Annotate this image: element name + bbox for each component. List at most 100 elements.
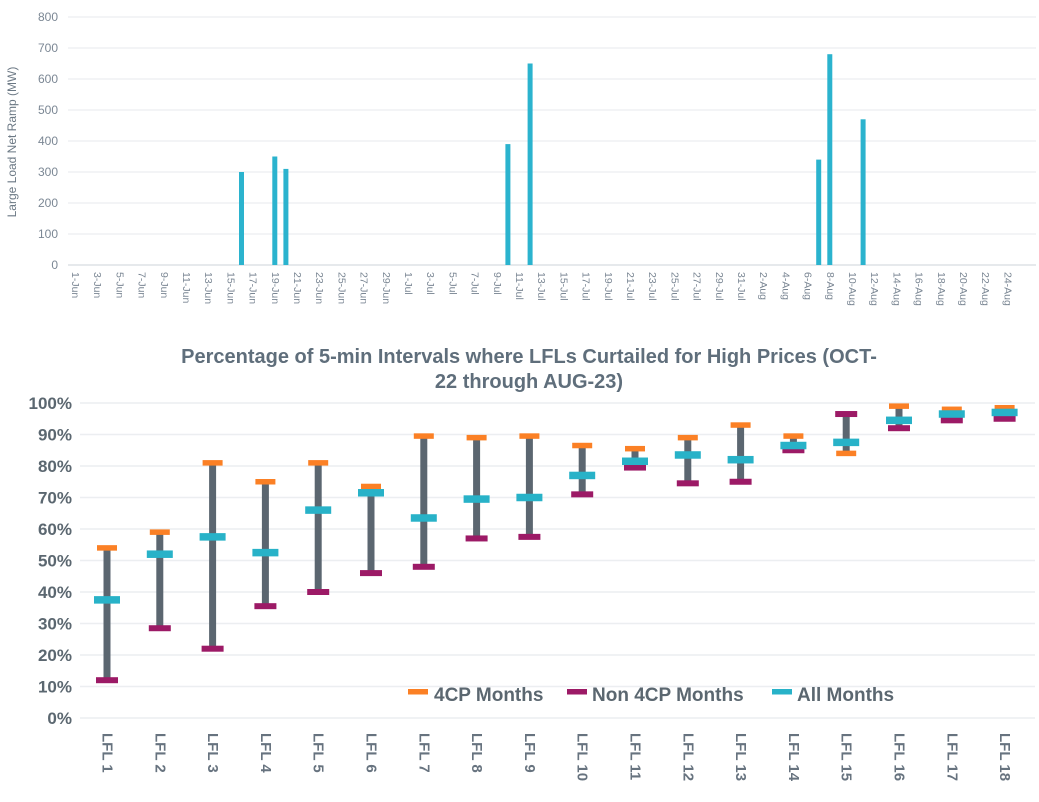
legend-swatch [567, 689, 587, 695]
y-tick-label: 500 [38, 103, 58, 117]
x-tick-label: 27-Jul [691, 272, 703, 301]
ramp-bar [816, 159, 822, 265]
x-tick-label: LFL 1 [99, 733, 116, 773]
marker-all-months [463, 495, 490, 503]
x-tick-label: 23-Jun [313, 272, 325, 304]
marker-4cp [889, 403, 909, 409]
x-tick-label: 25-Jul [668, 272, 680, 301]
y-tick-label: 90% [38, 426, 72, 445]
marker-non-4cp [729, 478, 752, 485]
x-tick-label: 31-Jul [735, 272, 747, 301]
x-tick-label: LFL 10 [574, 733, 591, 781]
legend-label: All Months [797, 685, 894, 706]
marker-all-months [199, 533, 226, 541]
marker-4cp [361, 483, 381, 490]
x-tick-label: LFL 14 [785, 733, 802, 782]
marker-all-months [938, 410, 965, 418]
marker-non-4cp [360, 570, 382, 577]
marker-all-months [674, 451, 701, 459]
y-tick-label: 100 [38, 227, 58, 241]
y-tick-label: 600 [38, 72, 58, 86]
marker-4cp [730, 422, 751, 428]
legend-swatch [408, 689, 428, 695]
x-tick-label: LFL 13 [732, 733, 749, 781]
y-tick-label: 30% [38, 615, 72, 634]
x-tick-label: 8-Aug [824, 272, 836, 300]
marker-all-months [252, 548, 279, 557]
x-tick-label: LFL 5 [310, 733, 327, 773]
x-tick-label: 4-Aug [779, 272, 791, 300]
marker-4cp [97, 545, 117, 551]
x-tick-label: LFL 18 [996, 733, 1013, 781]
x-tick-label: LFL 7 [415, 733, 432, 773]
x-tick-label: 7-Jun [136, 272, 148, 298]
marker-non-4cp [624, 464, 646, 471]
marker-4cp [572, 442, 593, 449]
x-tick-label: 27-Jun [358, 272, 370, 304]
marker-non-4cp [412, 563, 435, 570]
marker-all-months [94, 596, 120, 604]
y-tick-label: 50% [38, 552, 72, 571]
marker-non-4cp [518, 533, 541, 540]
marker-4cp [519, 433, 540, 439]
marker-all-months [410, 514, 437, 522]
x-tick-label: LFL 15 [838, 733, 855, 781]
x-tick-label: 23-Jul [646, 272, 658, 301]
x-tick-label: 13-Jul [535, 272, 547, 301]
x-tick-label: 29-Jun [380, 272, 392, 304]
x-tick-label: 11-Jul [513, 272, 525, 300]
x-tick-label: 5-Jun [113, 272, 125, 298]
x-tick-label: 17-Jul [580, 272, 592, 301]
marker-all-months [358, 489, 384, 497]
marker-4cp [466, 434, 487, 441]
x-tick-label: 9-Jul [491, 272, 503, 295]
marker-all-months [780, 441, 807, 450]
x-tick-label: 7-Jul [469, 272, 481, 295]
legend-swatch [772, 689, 792, 695]
chart-title: Percentage of 5-min Intervals where LFLs… [181, 346, 877, 393]
y-tick-label: 60% [38, 520, 72, 539]
x-tick-label: 21-Jun [291, 272, 303, 304]
y-tick-label: 800 [38, 10, 58, 24]
x-tick-label: 5-Jul [446, 272, 458, 295]
ramp-bar [860, 119, 866, 265]
x-tick-label: 25-Jun [335, 272, 347, 304]
x-tick-label: 10-Aug [846, 272, 858, 306]
x-tick-label: 1-Jun [69, 272, 81, 298]
ramp-bar [239, 172, 244, 265]
x-tick-label: 13-Jun [202, 272, 214, 304]
marker-4cp [413, 433, 434, 439]
y-tick-label: 300 [38, 165, 58, 179]
marker-non-4cp [940, 417, 963, 424]
y-tick-label: 400 [38, 134, 58, 148]
y-tick-label: 10% [38, 678, 72, 697]
x-tick-label: 3-Jul [424, 272, 436, 295]
x-tick-label: 9-Jun [158, 272, 170, 298]
marker-non-4cp [782, 447, 805, 454]
x-tick-label: 6-Aug [802, 272, 814, 300]
ramp-bar [283, 168, 289, 265]
x-tick-label: 19-Jun [269, 272, 281, 304]
y-tick-label: 0 [51, 258, 58, 272]
x-tick-label: LFL 11 [627, 733, 644, 780]
marker-non-4cp [465, 535, 488, 542]
marker-non-4cp [835, 411, 858, 418]
marker-all-months [622, 457, 648, 466]
y-tick-label: 700 [38, 41, 58, 55]
y-tick-label: 80% [38, 457, 72, 476]
marker-non-4cp [993, 415, 1016, 422]
x-tick-label: LFL 6 [363, 733, 380, 773]
ramp-bar [505, 144, 511, 265]
x-tick-label: LFL 12 [679, 733, 696, 781]
x-tick-label: 15-Jun [224, 272, 236, 304]
x-tick-label: 1-Jul [402, 272, 414, 295]
marker-non-4cp [307, 589, 330, 595]
ramp-bar [527, 63, 533, 265]
y-tick-label: 0% [47, 709, 72, 728]
marker-all-months [991, 408, 1018, 417]
x-tick-label: 12-Aug [868, 272, 880, 306]
marker-4cp [783, 433, 804, 439]
marker-all-months [569, 471, 596, 480]
marker-all-months [305, 506, 332, 514]
